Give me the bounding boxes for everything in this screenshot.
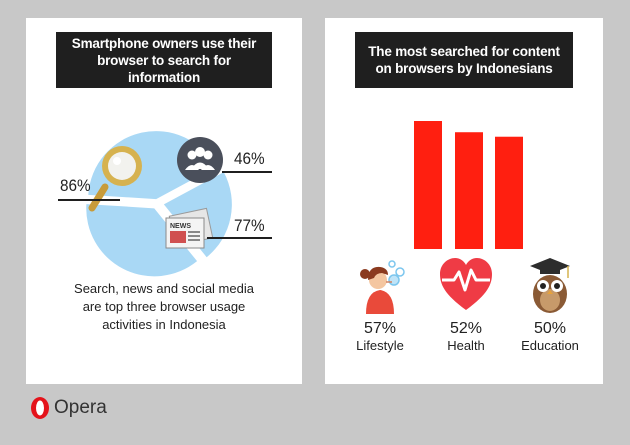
search-infographic-card: Smartphone owners use their browser to s… — [26, 18, 302, 384]
news-leader-line — [207, 237, 272, 239]
opera-brand: Opera — [30, 396, 107, 420]
lifestyle-label: Lifestyle — [356, 338, 404, 353]
opera-logo-icon — [31, 397, 49, 419]
caption-line: are top three browser usage — [82, 299, 246, 314]
pie-slice-news — [86, 204, 198, 277]
newspaper-icon: NEWS — [165, 207, 214, 249]
search-leader-line — [58, 199, 120, 201]
heartbeat-icon — [440, 258, 492, 310]
woman-blowing-bubbles-icon — [360, 260, 405, 314]
pie-chart: NEWS — [86, 131, 232, 277]
search-value-label: 86% — [60, 176, 91, 195]
left-panel-title: Smartphone owners use their browser to s… — [56, 32, 272, 88]
health-value: 52% — [449, 320, 483, 337]
left-panel-caption: Search, news and social media are top th… — [26, 280, 302, 334]
category-lifestyle: 57% Lifestyle — [342, 256, 418, 354]
bar-education — [495, 136, 523, 249]
social-media-icon — [177, 137, 223, 183]
caption-line: Search, news and social media — [74, 281, 254, 296]
education-value: 50% — [533, 320, 567, 337]
social-value-label: 46% — [234, 149, 265, 168]
owl-graduate-icon — [530, 258, 570, 313]
right-panel-title: The most searched for content on browser… — [355, 32, 573, 88]
category-education: 50% Education — [512, 256, 588, 354]
bar-chart — [414, 121, 523, 249]
lifestyle-value: 57% — [363, 320, 397, 337]
magnifier-icon — [88, 146, 142, 212]
caption-line: activities in Indonesia — [102, 317, 226, 332]
bar-health — [455, 132, 483, 249]
svg-text:NEWS: NEWS — [170, 223, 191, 230]
news-value-label: 77% — [234, 216, 265, 235]
health-label: Health — [447, 338, 485, 353]
education-label: Education — [521, 338, 579, 353]
content-infographic-card: The most searched for content on browser… — [325, 18, 603, 384]
bar-lifestyle — [414, 121, 442, 249]
category-health: 52% Health — [428, 256, 504, 354]
social-leader-line — [222, 171, 272, 173]
brand-name: Opera — [54, 397, 107, 418]
